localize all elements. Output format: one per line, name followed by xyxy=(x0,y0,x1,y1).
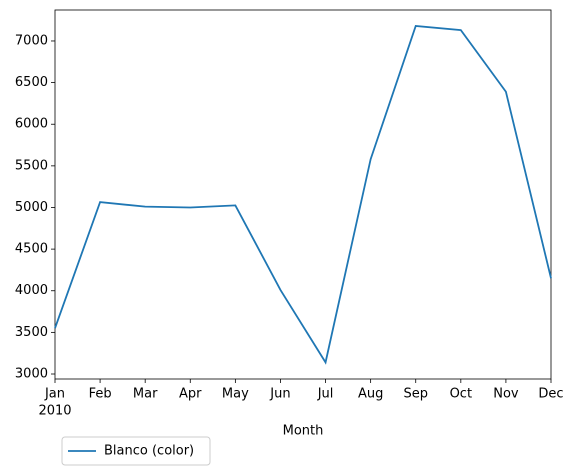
x-tick-label: Jun xyxy=(269,387,290,402)
x-tick-label: Nov xyxy=(493,387,519,402)
x-axis-label: Month xyxy=(283,424,324,439)
x-tick-label: Jul xyxy=(317,387,334,402)
x-tick-label: Dec xyxy=(538,387,563,402)
x-tick-label: Jan xyxy=(44,387,65,402)
x-tick-label: Sep xyxy=(403,387,428,402)
legend-box xyxy=(61,436,211,466)
x-tick-label: Apr xyxy=(179,387,202,402)
x-tick-label: Oct xyxy=(450,387,472,402)
plot-frame xyxy=(54,9,552,380)
y-tick-label: 6500 xyxy=(15,75,48,90)
legend-label: Blanco (color) xyxy=(104,444,194,459)
y-tick-label: 7000 xyxy=(15,33,48,48)
x-tick-label: May xyxy=(222,387,249,402)
x-tick-label: Mar xyxy=(133,387,158,402)
y-tick-label: 4000 xyxy=(15,283,48,298)
y-tick-label: 5000 xyxy=(15,200,48,215)
y-tick-label: 3000 xyxy=(15,367,48,382)
line-series xyxy=(54,25,552,365)
x-tick-label: Aug xyxy=(358,387,383,402)
x-year-label: 2010 xyxy=(38,404,71,419)
x-tick-label: Feb xyxy=(89,387,112,402)
y-tick-label: 3500 xyxy=(15,325,48,340)
y-tick-label: 4500 xyxy=(15,242,48,257)
y-tick-label: 6000 xyxy=(15,117,48,132)
y-tick-label: 5500 xyxy=(15,158,48,173)
